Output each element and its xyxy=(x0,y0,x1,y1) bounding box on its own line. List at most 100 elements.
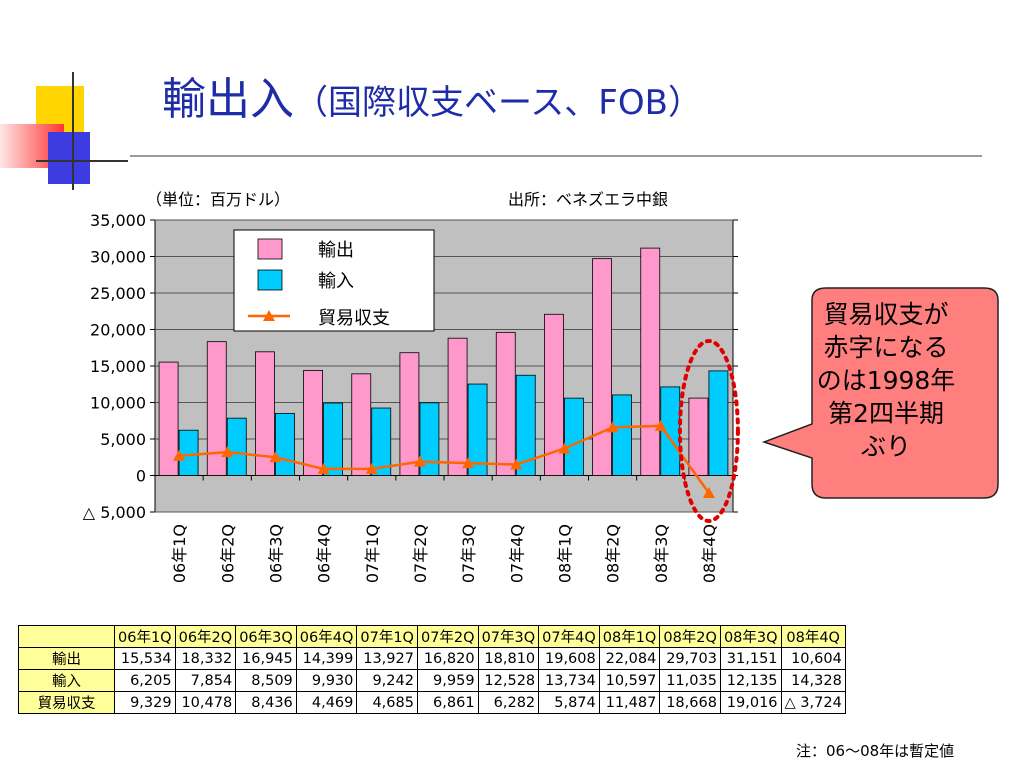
y-tick-label: 0 xyxy=(136,467,146,486)
legend-swatch-export xyxy=(257,238,283,260)
export-bar xyxy=(544,313,564,476)
y-tick-label: 30,000 xyxy=(90,248,146,267)
table-cell: 9,930 xyxy=(295,669,358,692)
callout-text: 貿易収支が 赤字になる のは1998年 第2四半期 ぶり xyxy=(792,298,980,463)
table-cell: 9,959 xyxy=(416,669,479,692)
y-tick-label: 15,000 xyxy=(90,357,146,376)
balance-point xyxy=(462,457,475,469)
import-bar xyxy=(178,429,199,476)
legend-label: 貿易収支 xyxy=(318,308,390,329)
x-tick-label: 07年3Q xyxy=(459,524,478,583)
export-bar xyxy=(303,369,323,476)
import-bar xyxy=(564,397,584,476)
table-cell: 10,604 xyxy=(780,647,846,670)
table-row: 貿易収支 9,329 10,478 8,436 4,469 4,685 6,86… xyxy=(18,691,846,714)
table-cell: 13,927 xyxy=(356,647,418,670)
callout-line: のは1998年 xyxy=(816,366,956,395)
table-cell: 6,282 xyxy=(477,691,540,714)
title-rule xyxy=(130,155,982,157)
export-bar xyxy=(640,247,661,476)
table-header: 06年1Q xyxy=(114,625,176,648)
table-header: 08年4Q xyxy=(780,625,846,648)
table-cell: 18,332 xyxy=(174,647,237,670)
data-table: 06年1Q 06年2Q 06年3Q 06年4Q 07年1Q 07年2Q 07年3… xyxy=(18,625,846,714)
table-row-label: 貿易収支 xyxy=(18,691,115,714)
balance-point xyxy=(317,462,330,474)
table-header: 06年2Q xyxy=(174,625,237,648)
decor-vertical-line xyxy=(72,72,74,190)
table-cell: 12,135 xyxy=(719,669,782,692)
legend-label: 輸出 xyxy=(318,240,354,261)
balance-point xyxy=(365,462,378,474)
export-bar xyxy=(592,258,612,476)
y-tick-label: 10,000 xyxy=(90,394,146,413)
table-cell: 16,820 xyxy=(416,647,479,670)
balance-point xyxy=(606,421,619,433)
x-tick-label: 07年1Q xyxy=(363,524,382,583)
table-header: 08年1Q xyxy=(598,625,661,648)
x-tick-label: 06年4Q xyxy=(315,524,334,583)
balance-point xyxy=(558,442,571,454)
import-bar xyxy=(612,394,632,476)
table-header: 06年3Q xyxy=(235,625,297,648)
table-row-label: 輸入 xyxy=(18,669,115,692)
table-cell: △ 3,724 xyxy=(780,691,846,714)
legend-label: 輸入 xyxy=(318,271,354,292)
legend-marker-balance xyxy=(263,310,275,321)
table-cell: 6,861 xyxy=(416,691,479,714)
callout-line: 貿易収支が xyxy=(823,300,949,329)
table-cell: 16,945 xyxy=(235,647,297,670)
unit-note: （単位：百万ドル） xyxy=(146,190,291,209)
export-bar xyxy=(206,341,227,476)
import-bar xyxy=(515,374,536,476)
table-cell: 14,328 xyxy=(780,669,846,692)
callout-shape xyxy=(761,287,999,499)
export-bar xyxy=(688,397,709,476)
y-tick-label: 20,000 xyxy=(90,321,146,340)
balance-point xyxy=(173,449,186,461)
table-cell: 15,534 xyxy=(114,647,176,670)
table-cell: 4,685 xyxy=(356,691,418,714)
balance-point xyxy=(269,451,282,463)
slide-title-main: 輸出入 xyxy=(162,74,294,125)
decor-blue-square xyxy=(48,132,90,184)
table-row-label: 輸出 xyxy=(18,647,115,670)
balance-line xyxy=(178,424,710,494)
x-tick-label: 08年2Q xyxy=(604,524,623,583)
table-cell: 18,668 xyxy=(659,691,721,714)
table-cell: 8,436 xyxy=(235,691,297,714)
import-bar xyxy=(371,407,392,476)
import-bar xyxy=(467,383,488,476)
callout-line: 赤字になる xyxy=(823,333,949,362)
table-cell: 7,854 xyxy=(174,669,237,692)
x-tick-label: 08年4Q xyxy=(700,524,719,583)
y-tick-label: 35,000 xyxy=(90,211,146,230)
import-bar xyxy=(323,402,343,476)
balance-point xyxy=(654,419,667,431)
export-bar xyxy=(495,331,516,476)
x-tick-label: 06年1Q xyxy=(170,524,189,583)
table-cell: 19,608 xyxy=(538,647,600,670)
export-bar xyxy=(447,337,468,476)
table-cell: 6,205 xyxy=(114,669,176,692)
table-cell: 9,329 xyxy=(114,691,176,714)
table-cell: 10,597 xyxy=(598,669,661,692)
table-cell: 9,242 xyxy=(356,669,418,692)
highlight-ellipse xyxy=(677,339,740,523)
table-header: 07年3Q xyxy=(477,625,540,648)
import-bar xyxy=(708,370,729,476)
export-bar xyxy=(158,361,179,476)
slide-title: 輸出入（国際収支ベース、FOB） xyxy=(162,78,702,122)
footnote: 注：06～08年は暫定値 xyxy=(796,742,955,760)
import-bar xyxy=(419,402,440,476)
decor-horizontal-line xyxy=(36,160,128,162)
table-cell: 11,487 xyxy=(598,691,661,714)
table-cell: 19,016 xyxy=(719,691,782,714)
balance-point xyxy=(413,455,426,467)
table-row: 輸出 15,534 18,332 16,945 14,399 13,927 16… xyxy=(18,647,846,670)
table-cell: 22,084 xyxy=(598,647,661,670)
table-corner xyxy=(18,625,115,648)
export-bar xyxy=(399,352,420,476)
table-cell: 12,528 xyxy=(477,669,540,692)
table-cell: 31,151 xyxy=(719,647,782,670)
